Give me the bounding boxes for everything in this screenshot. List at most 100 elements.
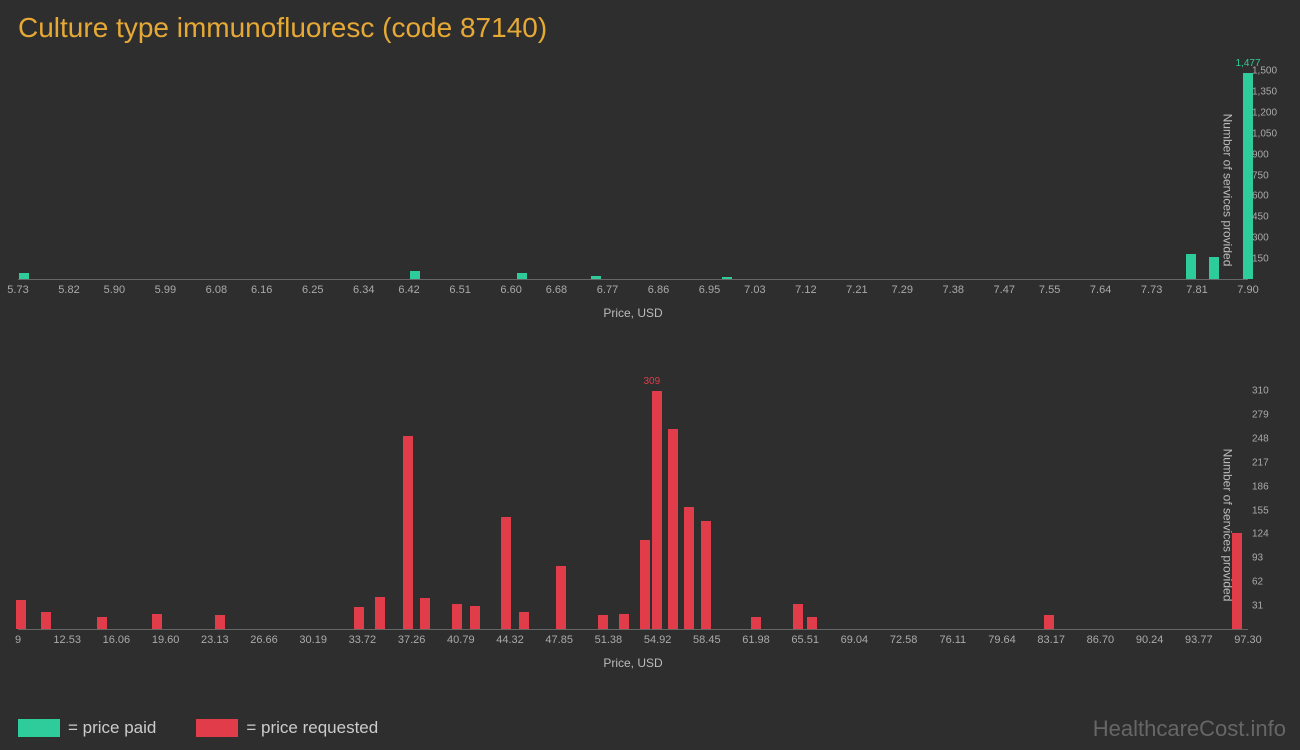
xtick-label: 19.60	[152, 634, 180, 646]
xtick-label: 12.53	[53, 634, 81, 646]
swatch-requested	[196, 719, 238, 737]
xtick-label: 7.90	[1237, 284, 1258, 296]
ytick-label: 450	[1252, 212, 1269, 223]
bar	[701, 521, 711, 629]
yticks-top: 1503004506007509001,0501,2001,3501,500	[1252, 70, 1286, 280]
xtick-label: 69.04	[841, 634, 869, 646]
xticks-bot: 912.5316.0619.6023.1326.6630.1933.7237.2…	[18, 634, 1248, 652]
xtick-label: 6.86	[648, 284, 669, 296]
xtick-label: 5.73	[7, 284, 28, 296]
bar	[215, 615, 225, 629]
ytick-label: 279	[1252, 409, 1269, 420]
chart-price-paid: 1,477 5.735.825.905.996.086.166.256.346.…	[18, 60, 1248, 320]
xtick-label: 61.98	[742, 634, 770, 646]
xtick-label: 26.66	[250, 634, 278, 646]
xtick-label: 83.17	[1037, 634, 1065, 646]
legend-label-requested: = price requested	[246, 718, 378, 738]
bar	[19, 273, 29, 279]
ytick-label: 217	[1252, 457, 1269, 468]
page-title: Culture type immunofluoresc (code 87140)	[0, 0, 1300, 44]
xtick-label: 65.51	[791, 634, 819, 646]
bar	[1209, 257, 1219, 279]
xtick-label: 44.32	[496, 634, 524, 646]
ytick-label: 310	[1252, 386, 1269, 397]
xtick-label: 40.79	[447, 634, 475, 646]
bar	[420, 598, 430, 629]
xtick-label: 58.45	[693, 634, 721, 646]
xtick-label: 6.34	[353, 284, 374, 296]
xtick-label: 51.38	[595, 634, 623, 646]
xtick-label: 33.72	[349, 634, 377, 646]
xtick-label: 6.68	[546, 284, 567, 296]
bar	[41, 612, 51, 629]
bar	[517, 273, 527, 279]
xtick-label: 6.25	[302, 284, 323, 296]
xtick-label: 37.26	[398, 634, 426, 646]
ytick-label: 1,500	[1252, 66, 1277, 77]
bar	[793, 604, 803, 629]
xtick-label: 7.12	[795, 284, 816, 296]
chart-price-requested: 309 912.5316.0619.6023.1326.6630.1933.72…	[18, 380, 1248, 670]
ytick-label: 155	[1252, 505, 1269, 516]
xtick-label: 5.82	[58, 284, 79, 296]
yaxis-title-bot: Number of services provided	[1221, 449, 1235, 602]
bar	[591, 276, 601, 279]
ytick-label: 750	[1252, 170, 1269, 181]
xtick-label: 30.19	[299, 634, 327, 646]
ytick-label: 900	[1252, 149, 1269, 160]
legend-item-requested: = price requested	[196, 718, 378, 738]
bar	[652, 391, 662, 629]
ytick-label: 150	[1252, 254, 1269, 265]
xtick-label: 7.21	[846, 284, 867, 296]
xtick-label: 6.95	[699, 284, 720, 296]
bar	[684, 507, 694, 629]
xtick-label: 5.90	[104, 284, 125, 296]
bar	[1044, 615, 1054, 629]
ytick-label: 186	[1252, 481, 1269, 492]
watermark: HealthcareCost.info	[1093, 716, 1286, 742]
ytick-label: 600	[1252, 191, 1269, 202]
xtick-label: 6.51	[449, 284, 470, 296]
bar	[556, 566, 566, 629]
xtick-label: 86.70	[1087, 634, 1115, 646]
bar	[97, 617, 107, 629]
plot-top: 1,477	[18, 70, 1248, 280]
bar	[598, 615, 608, 629]
bar	[354, 607, 364, 629]
xtick-label: 6.77	[597, 284, 618, 296]
bar	[152, 614, 162, 629]
bar	[751, 617, 761, 629]
xtick-label: 72.58	[890, 634, 918, 646]
yticks-bot: 316293124155186217248279310	[1252, 390, 1286, 630]
peak-label: 309	[643, 376, 660, 387]
ytick-label: 124	[1252, 529, 1269, 540]
swatch-paid	[18, 719, 60, 737]
bar	[640, 540, 650, 629]
bar	[519, 612, 529, 629]
ytick-label: 1,050	[1252, 128, 1277, 139]
xtick-label: 54.92	[644, 634, 672, 646]
xtick-label: 6.42	[398, 284, 419, 296]
legend: = price paid = price requested	[18, 718, 378, 738]
xtick-label: 7.73	[1141, 284, 1162, 296]
xaxis-title-bot: Price, USD	[603, 656, 662, 670]
bar	[375, 597, 385, 629]
bar	[16, 600, 26, 629]
xtick-label: 6.16	[251, 284, 272, 296]
xtick-label: 7.47	[994, 284, 1015, 296]
xtick-label: 6.08	[206, 284, 227, 296]
xtick-label: 6.60	[500, 284, 521, 296]
xticks-top: 5.735.825.905.996.086.166.256.346.426.51…	[18, 284, 1248, 302]
bar	[619, 614, 629, 629]
xtick-label: 7.38	[943, 284, 964, 296]
bar	[410, 271, 420, 279]
ytick-label: 1,200	[1252, 107, 1277, 118]
bar	[403, 436, 413, 629]
xtick-label: 93.77	[1185, 634, 1213, 646]
xaxis-title-top: Price, USD	[603, 306, 662, 320]
legend-label-paid: = price paid	[68, 718, 156, 738]
yaxis-title-top: Number of services provided	[1221, 114, 1235, 267]
xtick-label: 97.30	[1234, 634, 1262, 646]
xtick-label: 76.11	[939, 634, 966, 646]
ytick-label: 93	[1252, 553, 1263, 564]
